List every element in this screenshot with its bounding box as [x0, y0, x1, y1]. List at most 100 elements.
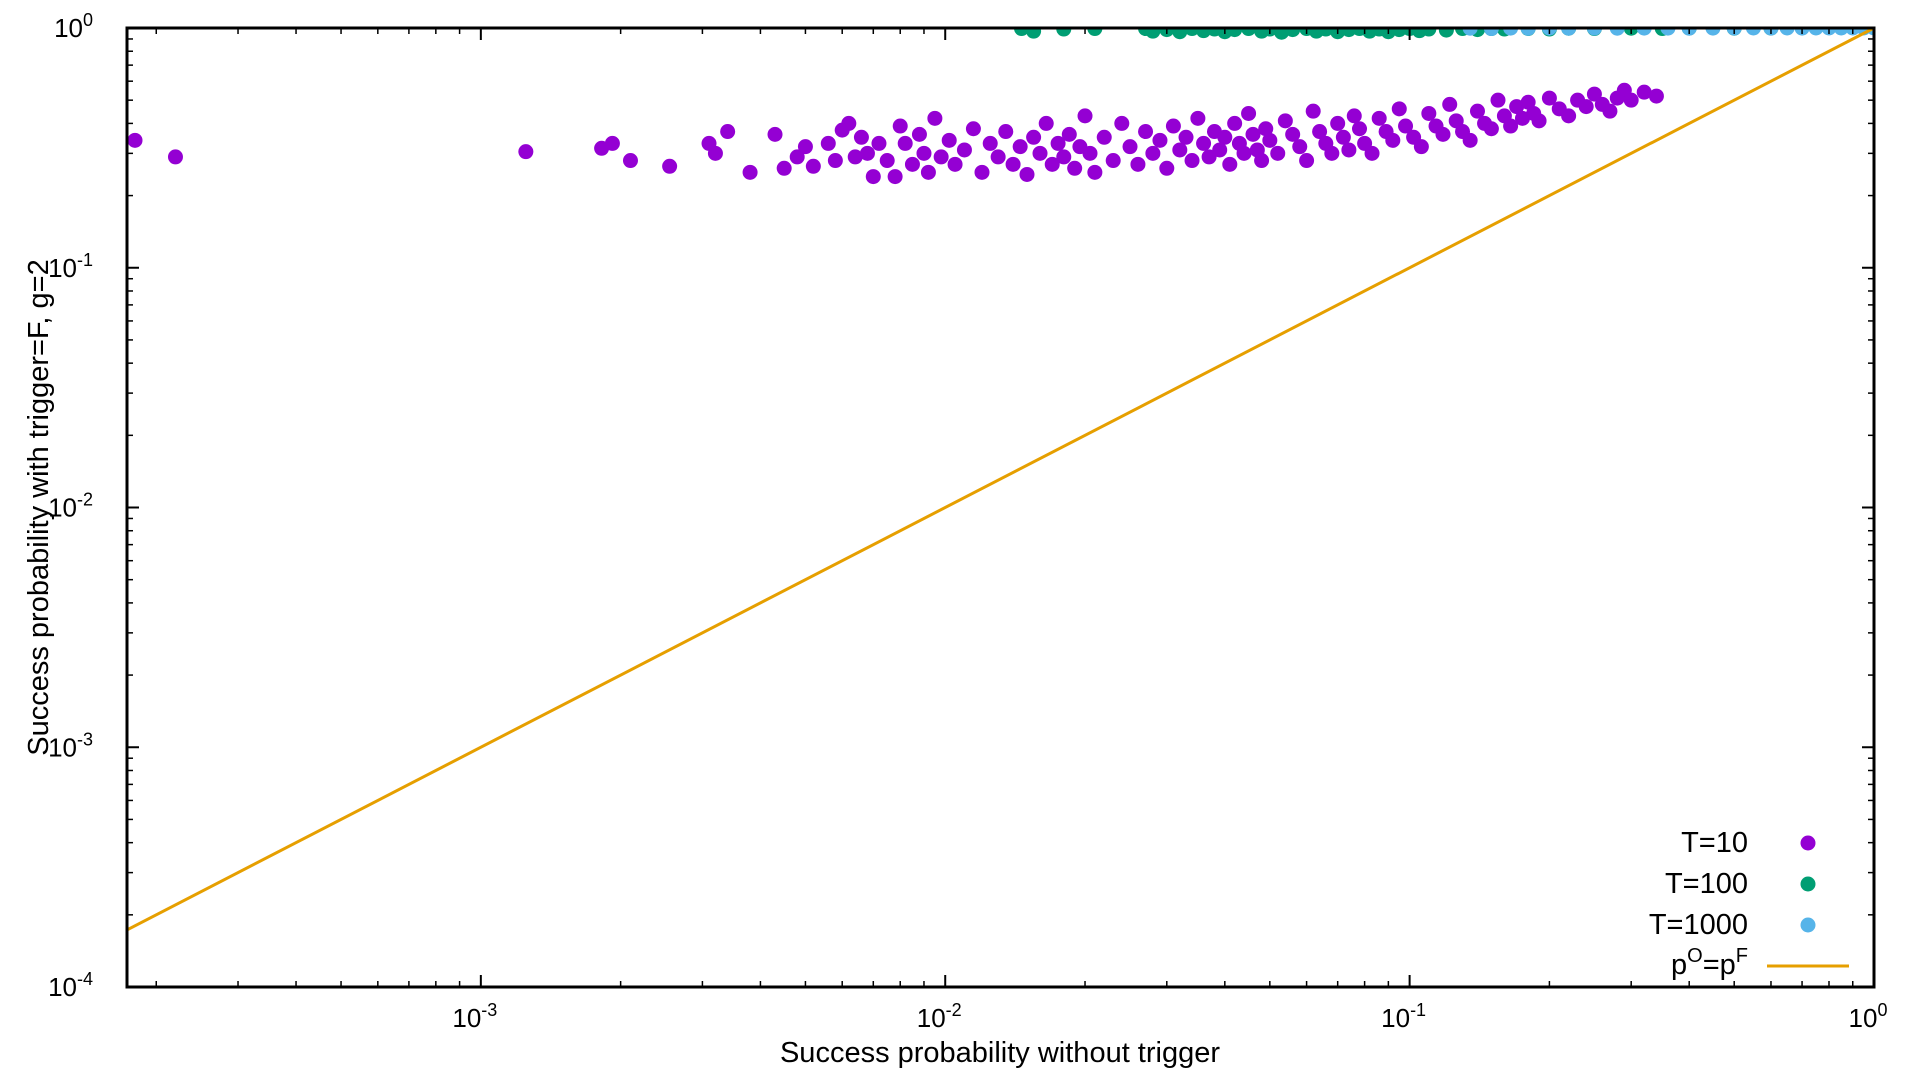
data-point [1745, 28, 1761, 36]
data-point [1012, 139, 1028, 155]
legend-label: T=1000 [1649, 909, 1748, 941]
data-point [1391, 101, 1407, 117]
data-point [1561, 108, 1577, 124]
data-point [1352, 121, 1368, 137]
data-point [789, 149, 805, 165]
data-point [167, 149, 183, 165]
data-point [1014, 28, 1030, 37]
data-point [1509, 99, 1525, 115]
data-point [1462, 132, 1478, 148]
data-point [1038, 115, 1054, 131]
data-point [1503, 118, 1519, 134]
data-point [805, 158, 821, 174]
data-point [662, 158, 678, 174]
data-point [1270, 145, 1286, 161]
data-point [920, 164, 936, 180]
data-point [1285, 28, 1301, 38]
data-point [1184, 153, 1200, 169]
data-point [1292, 139, 1308, 155]
data-point [604, 135, 620, 151]
data-point [1299, 153, 1315, 169]
data-point [776, 160, 792, 176]
y-tick-label: 10-2 [48, 490, 93, 523]
data-point [1648, 88, 1664, 104]
data-point [1245, 126, 1261, 142]
data-point [1258, 121, 1274, 137]
x-tick-label: 10-2 [917, 1000, 962, 1033]
data-point [1050, 135, 1066, 151]
data-point [1241, 105, 1257, 121]
data-point [990, 149, 1006, 165]
y-tick-label: 10-4 [48, 969, 93, 1002]
data-point [1462, 28, 1478, 36]
y-tick-label: 10-3 [48, 729, 93, 762]
data-point [933, 149, 949, 165]
data-point [1385, 132, 1401, 148]
data-point [827, 153, 843, 169]
data-point [879, 153, 895, 169]
legend-entry: T=10 [1681, 827, 1816, 859]
data-point [982, 135, 998, 151]
data-point [1217, 129, 1233, 145]
data-point [887, 169, 903, 185]
data-point [1636, 28, 1652, 36]
data-point [1227, 28, 1243, 38]
data-point [916, 145, 932, 161]
data-point [1520, 94, 1536, 110]
data-point [947, 156, 963, 172]
data-point [1438, 28, 1454, 38]
data-point [1145, 145, 1161, 161]
data-point [1541, 90, 1557, 106]
data-point [1561, 28, 1577, 36]
data-point [1005, 156, 1021, 172]
data-point [865, 169, 881, 185]
legend-marker [1800, 876, 1816, 892]
x-tick-label: 10-3 [452, 1000, 497, 1033]
data-point [1421, 28, 1437, 37]
data-point [518, 144, 534, 160]
data-point [1227, 115, 1243, 131]
data-point [1312, 124, 1328, 140]
data-point [1586, 86, 1602, 102]
data-point [1026, 129, 1042, 145]
data-point [720, 124, 736, 140]
x-axis-ticks: 10-3 10-2 10-1 100 [155, 28, 1887, 1033]
data-point [1660, 28, 1676, 36]
data-point [1531, 113, 1547, 129]
data-point [941, 132, 957, 148]
data-point [897, 135, 913, 151]
data-layer [127, 28, 1874, 932]
data-point [1138, 124, 1154, 140]
data-point [956, 142, 972, 158]
data-point [1364, 145, 1380, 161]
y-tick-label: 10-1 [48, 250, 93, 283]
data-point [1056, 28, 1072, 37]
data-point [1019, 166, 1035, 182]
data-point [1196, 135, 1212, 151]
legend-label: pO=pF [1671, 945, 1748, 981]
data-point [1152, 132, 1168, 148]
data-point [1061, 126, 1077, 142]
data-point [1184, 28, 1200, 37]
data-point [1236, 145, 1252, 161]
data-point [1032, 145, 1048, 161]
data-point [1602, 103, 1618, 119]
legend-entry: pO=pF [1671, 945, 1849, 981]
data-point [1254, 153, 1270, 169]
series-p-o-p-f [127, 28, 1874, 932]
data-point [1096, 129, 1112, 145]
data-point [965, 121, 981, 137]
data-point [1190, 110, 1206, 126]
legend-marker [1800, 835, 1816, 851]
data-point [1201, 149, 1217, 165]
data-point [1082, 145, 1098, 161]
data-point [1172, 28, 1188, 40]
x-axis-label: Success probability without trigger [780, 1037, 1220, 1069]
data-point [1305, 103, 1321, 119]
data-point [1779, 28, 1795, 36]
y-axis-ticks: 10-4 10-3 10-2 10-1 100 [48, 10, 1874, 1002]
data-point [1483, 121, 1499, 137]
data-point [859, 145, 875, 161]
